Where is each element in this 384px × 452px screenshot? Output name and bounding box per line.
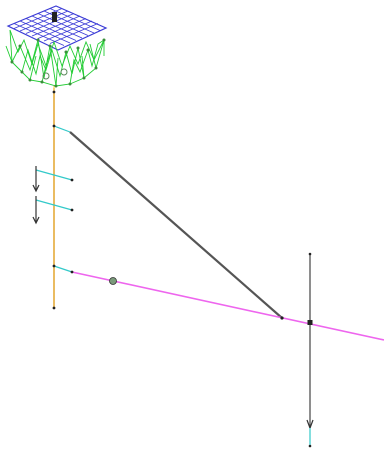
node-dot-icon: [70, 178, 74, 182]
node-dot-icon: [52, 264, 56, 268]
arrow-down-icon: [32, 196, 40, 225]
node-dot-icon: [52, 306, 56, 310]
frame-nodes: [10, 38, 106, 88]
stay-cable[interactable]: [69, 131, 283, 319]
node-dot-icon: [280, 316, 284, 320]
platform-grid[interactable]: [6, 5, 108, 51]
node-dot-icon: [70, 208, 74, 212]
node-dot-icon: [308, 444, 312, 448]
boom-line[interactable]: [71, 271, 384, 341]
arrow-down-icon: [32, 166, 40, 193]
junction-node: [307, 320, 313, 325]
node-dot-icon: [308, 252, 312, 256]
node-dot-icon: [52, 124, 56, 128]
node-dot-icon: [70, 270, 74, 274]
platform-grid-lines: [13, 8, 101, 46]
load-connector-2[interactable]: [35, 199, 73, 211]
upper-connector[interactable]: [53, 125, 71, 133]
platform-outline: [6, 5, 108, 51]
hook-markers: [42, 68, 68, 80]
boom-connector[interactable]: [53, 265, 73, 273]
load-connector-1[interactable]: [35, 169, 73, 181]
hook-sphere-icon[interactable]: [109, 277, 117, 285]
suspended-frame[interactable]: [5, 29, 105, 87]
platform-core-block: [52, 12, 57, 22]
node-dot-icon: [52, 90, 56, 94]
